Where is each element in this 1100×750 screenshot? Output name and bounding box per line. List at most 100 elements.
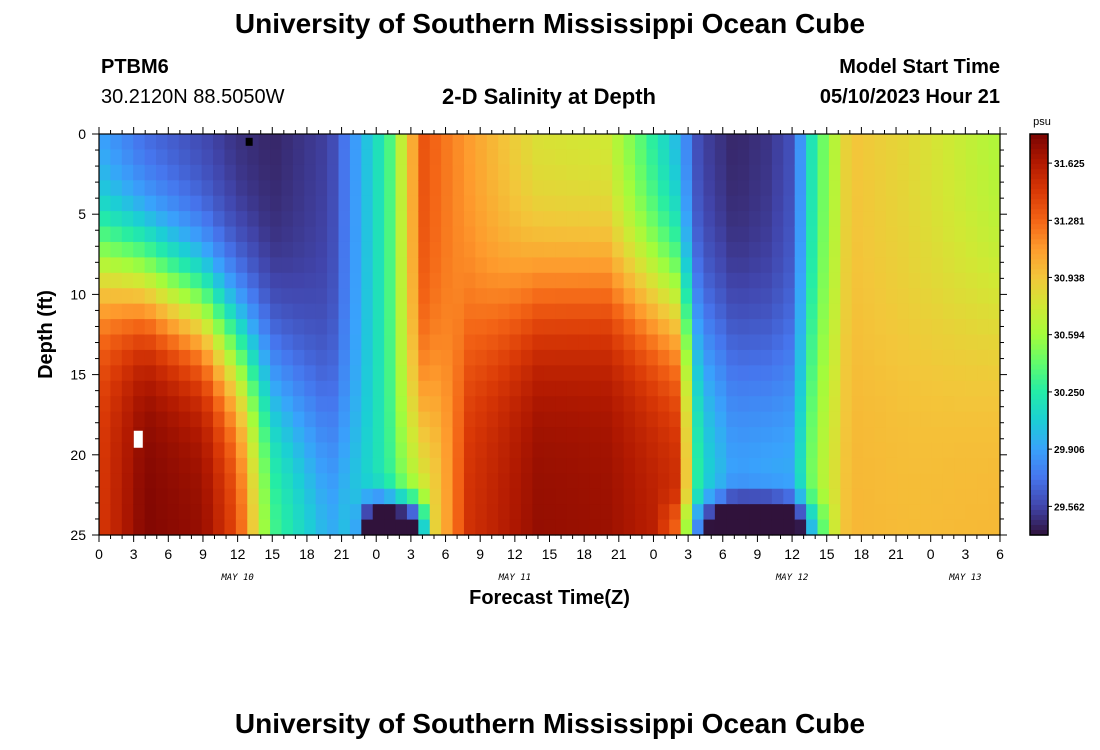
heatmap-cell <box>954 134 967 151</box>
heatmap-cell <box>167 365 180 382</box>
heatmap-cell <box>270 241 283 258</box>
heatmap-cell <box>817 164 830 181</box>
heatmap-cell <box>749 195 762 212</box>
heatmap-cell <box>441 319 454 336</box>
heatmap-cell <box>498 442 511 459</box>
heatmap-cell <box>840 427 853 444</box>
heatmap-cell <box>623 241 636 258</box>
heatmap-cell <box>692 519 705 536</box>
heatmap-cell <box>737 411 750 428</box>
heatmap-cell <box>954 288 967 305</box>
heatmap-cell <box>555 195 568 212</box>
colorbar-segment <box>1030 289 1048 295</box>
heatmap-cell <box>418 427 431 444</box>
heatmap-cell <box>600 195 613 212</box>
heatmap-cell <box>566 180 579 197</box>
heatmap-cell <box>349 519 362 536</box>
heatmap-cell <box>965 226 978 243</box>
heatmap-cell <box>840 180 853 197</box>
heatmap-cell <box>178 396 191 413</box>
heatmap-cell <box>406 319 419 336</box>
heatmap-cell <box>669 288 682 305</box>
heatmap-cell <box>133 149 146 166</box>
heatmap-cell <box>828 504 841 521</box>
heatmap-cell <box>657 149 670 166</box>
colorbar-segment <box>1030 484 1048 491</box>
heatmap-cell <box>201 272 214 289</box>
heatmap-cell <box>429 226 442 243</box>
heatmap-cell <box>566 519 579 536</box>
heatmap-cell <box>578 164 591 181</box>
heatmap-cell <box>406 180 419 197</box>
heatmap-cell <box>361 211 374 228</box>
heatmap-cell <box>737 149 750 166</box>
heatmap-cell <box>692 195 705 212</box>
heatmap-cell <box>737 134 750 151</box>
heatmap-cell <box>213 396 226 413</box>
heatmap-cell <box>589 272 602 289</box>
heatmap-cell <box>315 473 328 490</box>
heatmap-cell <box>703 180 716 197</box>
heatmap-cell <box>897 195 910 212</box>
heatmap-cell <box>509 180 522 197</box>
heatmap-cell <box>486 134 499 151</box>
heatmap-cell <box>646 504 659 521</box>
heatmap-cell <box>486 442 499 459</box>
heatmap-cell <box>520 334 533 351</box>
heatmap-cell <box>463 519 476 536</box>
heatmap-cell <box>520 226 533 243</box>
heatmap-cell <box>669 457 682 474</box>
heatmap-cell <box>372 411 385 428</box>
heatmap-cell <box>828 195 841 212</box>
heatmap-cell <box>406 241 419 258</box>
heatmap-cell <box>133 349 146 366</box>
heatmap-cell <box>224 365 237 382</box>
heatmap-cell <box>931 195 944 212</box>
x-tick-label: 12 <box>507 546 523 562</box>
heatmap-cell <box>167 457 180 474</box>
heatmap-cell <box>623 365 636 382</box>
heatmap-cell <box>726 519 739 536</box>
heatmap-cell <box>338 180 351 197</box>
heatmap-cell <box>680 211 693 228</box>
heatmap-cell <box>806 149 819 166</box>
heatmap-cell <box>863 473 876 490</box>
heatmap-cell <box>486 334 499 351</box>
heatmap-cell <box>828 164 841 181</box>
heatmap-cell <box>623 180 636 197</box>
heatmap-cell <box>247 504 260 521</box>
heatmap-cell <box>851 473 864 490</box>
heatmap-cell <box>954 195 967 212</box>
heatmap-cell <box>669 427 682 444</box>
heatmap-cell <box>498 195 511 212</box>
heatmap-cell <box>669 365 682 382</box>
heatmap-cell <box>224 149 237 166</box>
heatmap-cell <box>863 504 876 521</box>
heatmap-cell <box>817 334 830 351</box>
heatmap-cell <box>566 365 579 382</box>
heatmap-cell <box>213 365 226 382</box>
heatmap-cell <box>612 134 625 151</box>
heatmap-cell <box>99 164 112 181</box>
heatmap-cell <box>475 303 488 320</box>
heatmap-cell <box>327 226 340 243</box>
heatmap-cell <box>771 334 784 351</box>
heatmap-cell <box>133 180 146 197</box>
heatmap-cell <box>794 473 807 490</box>
heatmap-cell <box>623 396 636 413</box>
heatmap-cell <box>965 149 978 166</box>
heatmap-cell <box>361 473 374 490</box>
heatmap-cell <box>224 504 237 521</box>
heatmap-cell <box>897 272 910 289</box>
heatmap-cell <box>737 365 750 382</box>
heatmap-cell <box>520 288 533 305</box>
heatmap-cell <box>600 488 613 505</box>
heatmap-cell <box>703 257 716 274</box>
heatmap-cell <box>144 134 157 151</box>
heatmap-cell <box>406 488 419 505</box>
heatmap-cell <box>600 427 613 444</box>
heatmap-cell <box>931 457 944 474</box>
heatmap-cell <box>954 457 967 474</box>
heatmap-cell <box>235 288 248 305</box>
heatmap-cell <box>406 473 419 490</box>
